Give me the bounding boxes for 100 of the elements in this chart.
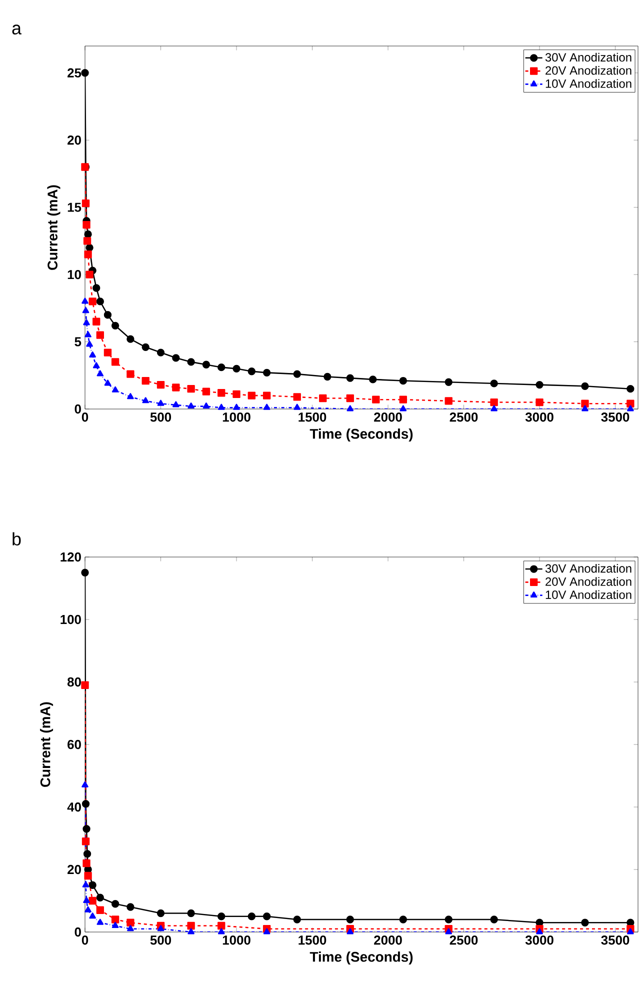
point bbox=[490, 380, 498, 388]
x-tick-label: 2500 bbox=[450, 412, 478, 422]
point bbox=[202, 402, 210, 409]
point bbox=[142, 397, 150, 404]
point bbox=[84, 331, 92, 338]
point bbox=[127, 393, 134, 400]
point bbox=[96, 918, 104, 925]
point bbox=[626, 400, 634, 408]
point bbox=[218, 363, 226, 372]
point bbox=[126, 370, 134, 378]
point bbox=[172, 401, 180, 408]
y-tick-label: 0 bbox=[74, 927, 81, 937]
point bbox=[346, 405, 354, 412]
y-axis-title: Current (mA) bbox=[47, 185, 60, 270]
point bbox=[218, 928, 225, 934]
point bbox=[293, 916, 301, 924]
x-tick-label: 3500 bbox=[601, 936, 630, 945]
y-tick-label: 80 bbox=[67, 677, 81, 687]
legend-label: 30V Anodization bbox=[545, 52, 632, 62]
point bbox=[126, 918, 134, 926]
point bbox=[82, 800, 90, 808]
point bbox=[399, 916, 408, 924]
x-tick-label: 1500 bbox=[298, 936, 326, 945]
point bbox=[89, 912, 96, 919]
legend-label: 10V Anodization bbox=[546, 79, 632, 88]
point bbox=[156, 380, 165, 389]
point bbox=[346, 374, 354, 382]
point bbox=[372, 396, 380, 404]
x-tick-label: 3500 bbox=[601, 412, 630, 422]
point bbox=[293, 370, 301, 378]
point bbox=[444, 916, 452, 924]
point bbox=[262, 368, 271, 377]
point bbox=[157, 925, 164, 932]
x-tick-label: 3000 bbox=[525, 412, 554, 422]
y-tick-label: 25 bbox=[68, 68, 82, 78]
point bbox=[218, 912, 226, 920]
point bbox=[233, 404, 240, 410]
point bbox=[581, 382, 589, 390]
point bbox=[536, 398, 544, 406]
point bbox=[399, 396, 408, 404]
x-tick-label: 2000 bbox=[374, 936, 402, 945]
point bbox=[83, 850, 92, 858]
point bbox=[187, 922, 195, 930]
point bbox=[187, 385, 195, 393]
point bbox=[582, 405, 588, 412]
x-axis-title: Time (Seconds) bbox=[310, 952, 413, 965]
y-tick-label: 15 bbox=[68, 202, 82, 212]
point bbox=[84, 906, 92, 912]
y-tick-label: 60 bbox=[68, 740, 81, 750]
point bbox=[232, 390, 240, 398]
point bbox=[581, 400, 589, 408]
point bbox=[187, 358, 195, 366]
text: b bbox=[12, 532, 21, 546]
x-tick-label: 1000 bbox=[222, 412, 250, 422]
y-axis-title: Current (mA) bbox=[40, 702, 54, 787]
legend-label: 20V Anodization bbox=[546, 66, 632, 75]
point bbox=[86, 340, 93, 347]
x-tick-label: 1500 bbox=[298, 412, 326, 422]
point bbox=[82, 298, 88, 304]
point bbox=[218, 389, 226, 397]
point bbox=[83, 319, 90, 326]
point bbox=[104, 380, 112, 386]
point bbox=[89, 351, 96, 358]
point bbox=[319, 394, 327, 402]
point bbox=[444, 378, 452, 386]
point bbox=[262, 912, 271, 920]
point bbox=[369, 376, 377, 384]
point bbox=[104, 311, 112, 319]
point bbox=[202, 360, 210, 368]
point bbox=[172, 384, 180, 392]
point bbox=[202, 388, 210, 396]
point bbox=[82, 199, 90, 208]
point bbox=[127, 925, 134, 932]
point bbox=[490, 405, 498, 412]
point bbox=[83, 896, 90, 904]
point bbox=[126, 335, 134, 343]
point bbox=[490, 916, 498, 924]
point bbox=[626, 385, 634, 393]
point bbox=[324, 372, 332, 381]
point bbox=[157, 400, 164, 406]
point bbox=[627, 405, 634, 412]
point bbox=[96, 298, 104, 306]
point bbox=[248, 392, 256, 400]
x-tick-label: 0 bbox=[82, 412, 88, 422]
point bbox=[581, 918, 589, 926]
y-tick-label: 40 bbox=[67, 802, 81, 812]
point bbox=[172, 354, 180, 362]
point bbox=[81, 568, 89, 576]
point bbox=[111, 358, 120, 366]
point bbox=[142, 376, 150, 385]
point bbox=[86, 270, 94, 278]
point bbox=[346, 394, 354, 402]
point bbox=[263, 404, 270, 410]
point bbox=[88, 298, 96, 306]
point bbox=[263, 928, 270, 934]
point bbox=[84, 250, 92, 258]
point bbox=[156, 909, 165, 918]
point bbox=[346, 928, 354, 934]
point bbox=[262, 392, 271, 400]
x-tick-label: 3000 bbox=[525, 936, 554, 945]
